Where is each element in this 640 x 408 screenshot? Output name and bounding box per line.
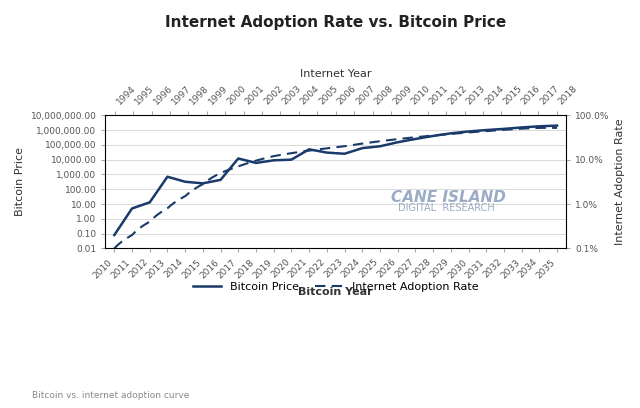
Title: Internet Adoption Rate vs. Bitcoin Price: Internet Adoption Rate vs. Bitcoin Price — [165, 15, 506, 30]
Line: Internet Adoption Rate: Internet Adoption Rate — [115, 128, 557, 248]
Internet Adoption Rate — [111, 246, 118, 251]
Y-axis label: Bitcoin Price: Bitcoin Price — [15, 147, 25, 216]
Bitcoin Price — [323, 150, 331, 155]
Legend: Bitcoin Price, Internet Adoption Rate: Bitcoin Price, Internet Adoption Rate — [188, 277, 483, 296]
Bitcoin Price — [164, 174, 172, 179]
Bitcoin Price — [270, 158, 278, 163]
Text: CANE ISLAND: CANE ISLAND — [391, 190, 506, 205]
Text: DIGITAL  RESEARCH: DIGITAL RESEARCH — [398, 204, 495, 213]
Bitcoin Price — [305, 147, 313, 152]
Bitcoin Price — [252, 160, 260, 165]
Line: Bitcoin Price: Bitcoin Price — [115, 126, 557, 235]
Bitcoin Price — [429, 133, 437, 138]
Bitcoin Price — [394, 140, 401, 145]
Bitcoin Price — [518, 125, 525, 130]
Bitcoin Price — [128, 206, 136, 211]
Bitcoin Price — [181, 179, 189, 184]
Bitcoin Price — [536, 124, 543, 129]
Bitcoin Price — [217, 177, 225, 182]
Bitcoin Price — [376, 144, 384, 149]
Bitcoin Price — [199, 181, 207, 186]
Internet Adoption Rate — [537, 125, 545, 130]
Internet Adoption Rate — [553, 125, 561, 130]
Internet Adoption Rate — [381, 138, 389, 143]
Y-axis label: Internet Adoption Rate: Internet Adoption Rate — [615, 119, 625, 245]
Bitcoin Price — [287, 157, 295, 162]
Bitcoin Price — [358, 146, 366, 151]
Bitcoin Price — [500, 126, 508, 131]
Bitcoin Price — [146, 200, 154, 205]
Bitcoin Price — [465, 129, 472, 134]
Bitcoin Price — [412, 137, 419, 142]
X-axis label: Internet Year: Internet Year — [300, 69, 371, 79]
Internet Adoption Rate — [512, 126, 520, 131]
Bitcoin Price — [340, 151, 348, 156]
Text: Bitcoin vs. internet adoption curve: Bitcoin vs. internet adoption curve — [32, 391, 189, 400]
Internet Adoption Rate — [372, 139, 380, 144]
Bitcoin Price — [447, 131, 454, 136]
Bitcoin Price — [483, 128, 490, 133]
Internet Adoption Rate — [112, 244, 120, 249]
Internet Adoption Rate — [374, 139, 381, 144]
X-axis label: Bitcoin Year: Bitcoin Year — [298, 287, 373, 297]
Bitcoin Price — [234, 156, 242, 161]
Bitcoin Price — [553, 123, 561, 128]
Bitcoin Price — [111, 233, 118, 237]
Internet Adoption Rate — [484, 129, 492, 133]
